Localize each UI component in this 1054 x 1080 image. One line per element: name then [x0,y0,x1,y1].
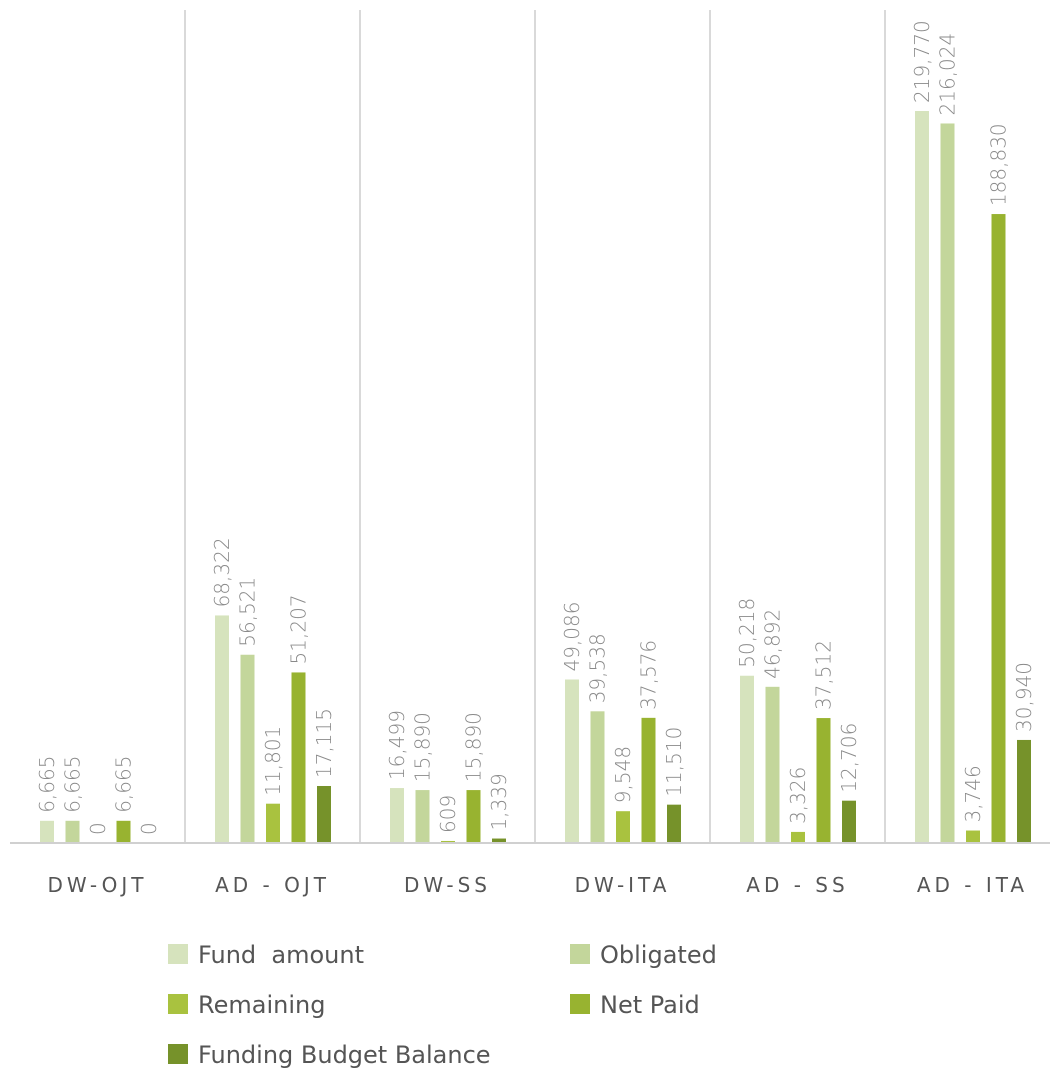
bar [240,654,255,843]
data-label: 15,890 [411,712,435,782]
category-label: DW-ITA [575,873,671,897]
data-label: 609 [436,795,460,833]
data-label: 15,890 [462,712,486,782]
category-label: DW-SS [404,873,491,897]
bar [65,820,80,843]
data-label: 11,510 [662,727,686,797]
data-label: 51,207 [287,594,311,664]
bar [966,830,980,843]
legend-label: Net Paid [600,991,700,1019]
bar [441,840,455,843]
data-label: 37,576 [637,640,661,710]
data-label: 39,538 [586,633,610,703]
category-separators [184,10,886,843]
data-label: 30,940 [1012,662,1036,732]
bar [215,615,229,843]
data-label: 0 [86,822,110,835]
data-label: 16,499 [385,710,409,780]
bar [842,800,856,843]
bar [291,672,306,843]
bar [565,679,579,843]
legend-swatch [570,994,590,1014]
data-label: 6,665 [35,756,59,813]
data-label: 6,665 [112,756,136,813]
bar [466,790,481,843]
value-labels-layer: 6,665 6,66506,665068,32256,52111,80151,20… [35,20,1036,835]
bar [317,785,331,843]
bar [791,831,805,843]
bar [816,718,831,843]
data-label: 9,548 [611,746,635,803]
category-label: AD - OJT [215,873,330,897]
data-label: 56,521 [236,577,260,647]
legend-label: Remaining [198,991,325,1019]
bar [415,790,430,843]
data-label: 0 [137,822,161,835]
bar [940,123,955,844]
bar [1017,739,1031,843]
bar [40,820,54,843]
data-label: 17,115 [312,708,336,778]
bar [915,111,929,843]
data-label: 11,801 [261,726,285,796]
legend-label: Fund amount [198,941,364,969]
data-label: 68,322 [210,537,234,607]
bar [390,788,404,843]
data-label: 37,512 [812,640,836,710]
bar [266,803,280,843]
data-label: 50,218 [735,598,759,668]
data-label: 3,746 [961,765,985,822]
data-label: 219,770 [910,20,934,103]
legend-swatch [168,1044,188,1064]
legend-label: Obligated [600,941,717,969]
legend: Fund amount Obligated Remaining Net Paid Fun… [168,941,717,1069]
legend-label: Funding Budget Balance [198,1041,491,1069]
bar [590,711,605,843]
data-label: 216,024 [936,33,960,116]
data-label: 12,706 [837,723,861,793]
bar [641,717,656,843]
legend-swatch [570,944,590,964]
bar [765,686,780,843]
data-label: 1,339 [487,773,511,830]
category-label: DW-OJT [48,873,148,897]
bar [492,838,506,843]
data-label: 49,086 [560,602,584,672]
data-label: 188,830 [987,123,1011,206]
category-label: AD - ITA [917,873,1028,897]
legend-swatch [168,944,188,964]
bars-layer [40,111,1031,844]
bar [616,811,630,843]
legend-swatch [168,994,188,1014]
bar [116,820,131,843]
category-label: AD - SS [746,873,848,897]
bar [991,214,1006,843]
data-label: 3,326 [786,767,810,824]
bar [667,804,681,843]
data-label: 6,665 [61,756,85,813]
data-label: 46,892 [761,609,785,679]
bar [740,675,754,843]
category-labels-layer: DW-OJT AD - OJT DW-SS DW-ITA AD - SS AD - ITA [48,873,1028,897]
